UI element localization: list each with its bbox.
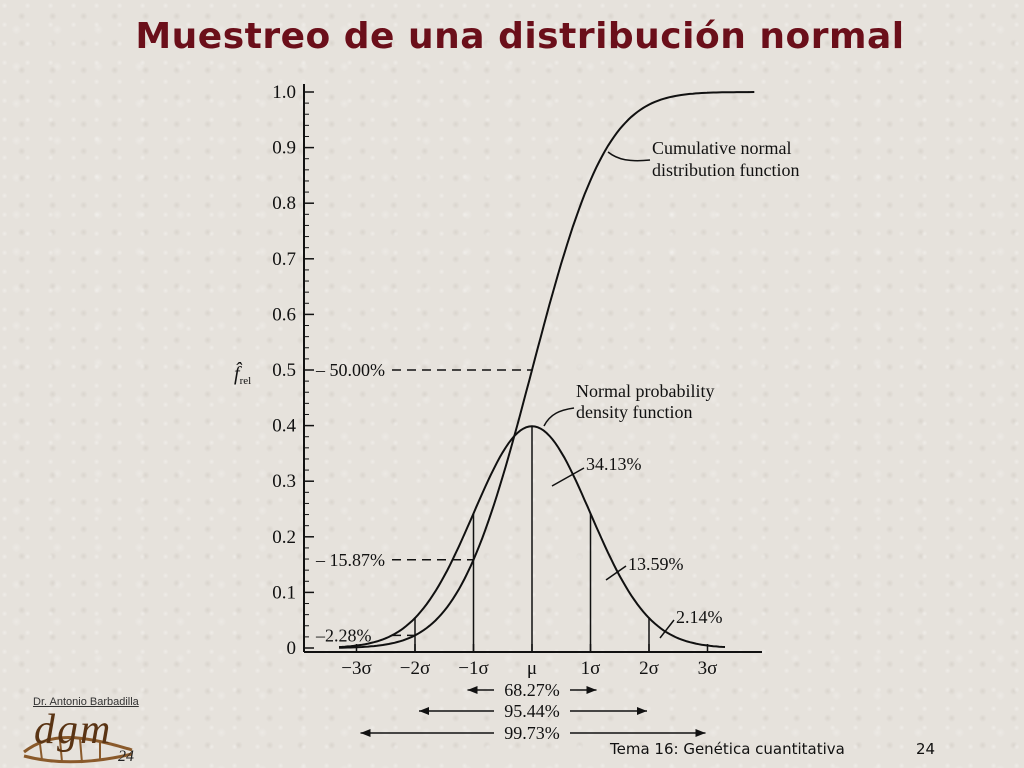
cdf-point xyxy=(706,91,709,94)
pdf-point xyxy=(501,451,504,454)
slide-title: Muestreo de una distribución normal xyxy=(135,16,905,57)
y-tick-label: 0.1 xyxy=(272,582,296,603)
cdf-point xyxy=(531,369,533,371)
pdf-label-line1: Normal probability xyxy=(576,381,714,401)
pdf-point xyxy=(677,637,680,639)
logo-text: dgm xyxy=(34,707,113,753)
y-tick-label: 0.2 xyxy=(272,527,296,548)
y-axis-label: f̂rel xyxy=(234,361,251,387)
pdf-point xyxy=(706,644,709,647)
cdf-point xyxy=(355,646,358,649)
reference-label: –2.28% xyxy=(315,625,372,645)
cdf-label-line2: distribution function xyxy=(652,160,800,180)
reference-label: – 15.87% xyxy=(315,550,385,570)
interval-arrows: 68.27%95.44%99.73% xyxy=(360,680,706,743)
area-label-1sigma: 34.13% xyxy=(586,454,642,474)
dgm-logo-icon xyxy=(23,736,133,764)
y-tick-label: 0.3 xyxy=(272,471,296,492)
cdf-point xyxy=(560,263,563,265)
author-credit: Dr. Antonio Barbadilla xyxy=(33,696,139,708)
y-tick-label: 0.9 xyxy=(272,138,296,159)
cdf-curve xyxy=(339,91,755,649)
cdf-point xyxy=(747,91,750,93)
cdf-point xyxy=(443,609,446,612)
y-tick-label: 0.8 xyxy=(272,193,296,214)
cdf-point xyxy=(501,475,504,477)
y-tick-label: 0 xyxy=(287,638,297,659)
y-tick-label: 1.0 xyxy=(272,82,296,103)
cdf-point xyxy=(589,179,592,182)
arrowhead-left xyxy=(419,707,429,715)
pdf-point xyxy=(443,574,446,577)
x-tick-label: −3σ xyxy=(341,658,371,679)
interval-label: 99.73% xyxy=(504,723,560,743)
reference-lines: – 50.00% – 15.87% –2.28% xyxy=(315,360,532,645)
x-tick-label: 1σ xyxy=(581,658,601,679)
pdf-label-line2: density function xyxy=(576,402,692,422)
area-leader-1sigma xyxy=(551,467,585,487)
y-tick-label: 0.5 xyxy=(272,360,296,381)
arrowhead-right xyxy=(637,707,647,715)
y-tick-label: 0.6 xyxy=(272,304,296,325)
pdf-label-leader xyxy=(543,407,575,427)
cdf-point xyxy=(648,103,650,106)
page-number: 24 xyxy=(916,740,936,758)
y-tick-label: 0.4 xyxy=(272,416,296,437)
cdf-point xyxy=(384,643,387,646)
cdf-label-leader xyxy=(607,151,651,162)
y-ticks: 0 0.1 0.2 0.3 0.4 0.5 0.6 0.7 0.8 0.9 1.0 xyxy=(272,82,314,659)
pdf-point xyxy=(560,451,563,454)
chart-axes xyxy=(303,84,762,653)
pdf-point xyxy=(618,574,621,577)
reference-label: – 50.00% xyxy=(315,360,385,380)
interval-label: 68.27% xyxy=(504,680,560,700)
cdf-label-line1: Cumulative normal xyxy=(652,138,791,158)
x-tick-label: −1σ xyxy=(458,658,488,679)
area-label-2sigma: 13.59% xyxy=(628,554,684,574)
pdf-point xyxy=(355,644,358,647)
arrowhead-right xyxy=(695,729,706,737)
arrowhead-left xyxy=(467,686,478,694)
area-leader-3sigma xyxy=(659,619,675,639)
y-axis-label-sub: rel xyxy=(240,375,252,387)
y-axis-label-f: f̂ xyxy=(234,361,243,385)
area-leader-2sigma xyxy=(605,565,627,581)
sigma-drop-lines xyxy=(414,426,650,652)
interval-label: 95.44% xyxy=(504,701,560,721)
x-tick-label: −2σ xyxy=(400,658,430,679)
x-tick-label: 3σ xyxy=(698,658,718,679)
pdf-point xyxy=(384,637,387,639)
x-ticks: −3σ −2σ −1σ μ 1σ 2σ 3σ xyxy=(341,644,717,679)
cdf-point xyxy=(677,94,680,97)
cdf-point xyxy=(618,128,621,131)
x-tick-label: 2σ xyxy=(639,658,659,679)
y-tick-label: 0.7 xyxy=(272,249,296,270)
x-tick-label: μ xyxy=(527,658,537,679)
arrowhead-left xyxy=(360,729,371,737)
logo-number: 24 xyxy=(118,748,134,765)
arrowhead-right xyxy=(586,686,597,694)
area-label-3sigma: 2.14% xyxy=(676,607,723,627)
footer-title: Tema 16: Genética cuantitativa xyxy=(610,740,845,758)
